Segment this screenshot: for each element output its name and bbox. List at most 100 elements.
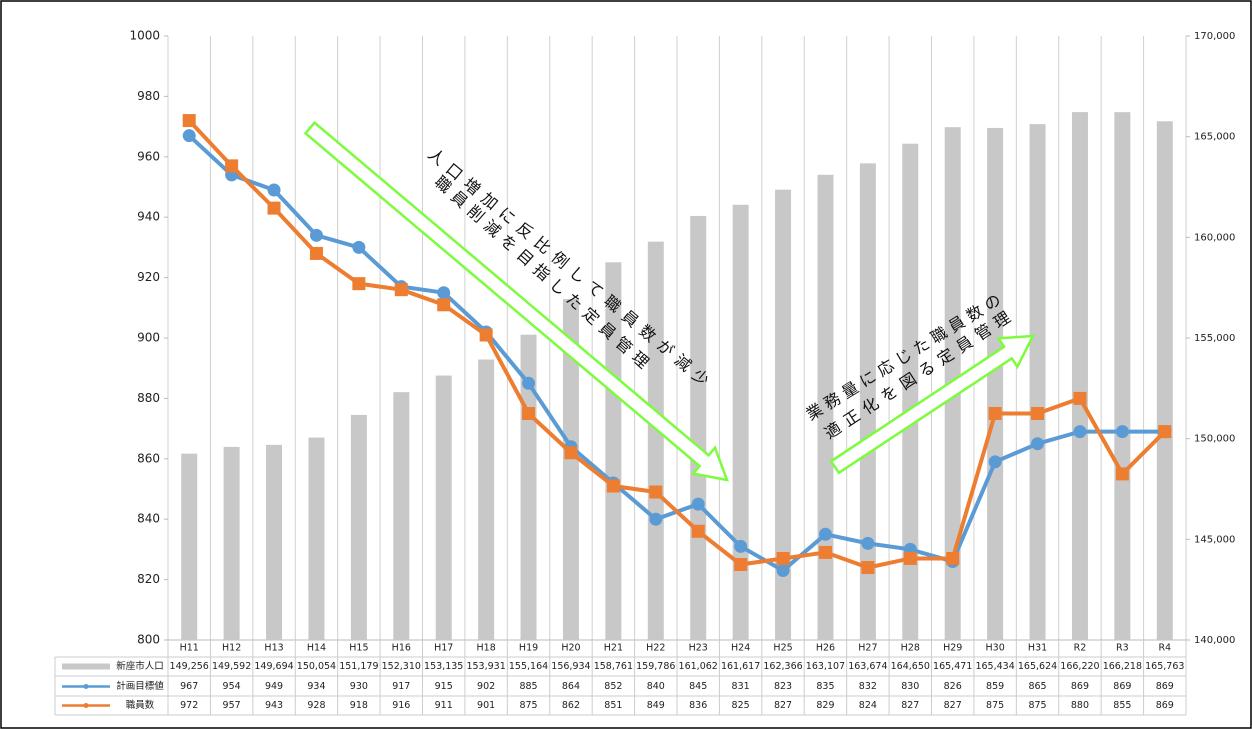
legend-swatch — [83, 684, 89, 689]
marker — [479, 328, 493, 342]
table-cell: 151,179 — [339, 661, 378, 672]
arrow — [829, 334, 1036, 475]
x-tick-label: H12 — [222, 643, 241, 654]
marker — [352, 277, 366, 291]
bar — [478, 359, 495, 640]
bar — [647, 241, 664, 641]
x-tick-label: H27 — [858, 643, 877, 654]
table-cell: 166,220 — [1060, 661, 1099, 672]
table-cell: 150,054 — [297, 661, 336, 672]
table-cell: 156,934 — [551, 661, 590, 672]
legend-swatch — [83, 703, 89, 708]
table-cell: 165,434 — [975, 661, 1014, 672]
table-cell: 826 — [944, 681, 962, 692]
table-cell: 827 — [774, 700, 792, 711]
legend-label: 計画目標値 — [116, 680, 164, 692]
table-cell: 158,761 — [594, 661, 633, 672]
y-tick-label: 880 — [137, 391, 160, 405]
table-cell: 911 — [435, 700, 453, 711]
table-cell: 869 — [1156, 681, 1174, 692]
x-tick-label: R4 — [1158, 643, 1171, 654]
marker — [182, 114, 196, 128]
bar — [859, 163, 876, 640]
marker — [861, 536, 875, 550]
table-cell: 827 — [944, 700, 962, 711]
table-cell: 967 — [180, 681, 198, 692]
table-cell: 825 — [732, 700, 750, 711]
table-cell: 916 — [392, 700, 410, 711]
table-cell: 934 — [307, 681, 325, 692]
bar — [223, 446, 240, 640]
table-cell: 918 — [350, 700, 368, 711]
x-tick-label: H20 — [561, 643, 580, 654]
table-cell: 862 — [562, 700, 580, 711]
table-cell: 161,062 — [679, 661, 718, 672]
legend-label: 新座市人口 — [116, 660, 164, 672]
marker — [649, 512, 663, 526]
table-cell: 165,471 — [933, 661, 972, 672]
y2-tick-label: 140,000 — [1194, 635, 1235, 646]
table-cell: 901 — [477, 700, 495, 711]
bar — [1071, 112, 1088, 640]
x-tick-label: H29 — [943, 643, 962, 654]
marker — [1115, 467, 1129, 481]
table-cell: 153,931 — [466, 661, 505, 672]
table-cell: 943 — [265, 700, 283, 711]
marker — [776, 551, 790, 565]
marker — [522, 407, 536, 420]
y-tick-label: 1000 — [129, 29, 160, 43]
marker — [946, 551, 960, 565]
marker — [267, 201, 281, 215]
table-cell: 163,674 — [848, 661, 887, 672]
table-cell: 902 — [477, 681, 495, 692]
table-cell: 835 — [816, 681, 834, 692]
y2-tick-label: 165,000 — [1194, 132, 1235, 143]
y-tick-label: 900 — [137, 331, 160, 345]
marker — [182, 129, 196, 143]
marker — [225, 159, 239, 173]
bar — [1156, 121, 1173, 640]
table-cell: 152,310 — [382, 661, 421, 672]
table-cell: 163,107 — [806, 661, 845, 672]
table-cell: 869 — [1071, 681, 1089, 692]
table-cell: 165,624 — [1018, 661, 1057, 672]
table-cell: 165,763 — [1145, 661, 1184, 672]
marker — [522, 376, 536, 390]
x-tick-label: H11 — [180, 643, 199, 654]
table-cell: 869 — [1113, 681, 1131, 692]
marker — [309, 228, 323, 242]
table-cell: 859 — [986, 681, 1004, 692]
table-cell: 875 — [1028, 700, 1046, 711]
table-cell: 865 — [1028, 681, 1046, 692]
y2-tick-label: 170,000 — [1194, 31, 1235, 42]
bar — [605, 262, 622, 640]
marker — [649, 485, 663, 499]
marker — [818, 527, 832, 541]
marker — [606, 479, 620, 493]
table-cell: 832 — [859, 681, 877, 692]
marker — [1158, 425, 1172, 439]
table-cell: 149,256 — [170, 661, 209, 672]
x-tick-label: H17 — [434, 643, 453, 654]
marker — [734, 539, 748, 553]
y-tick-label: 940 — [137, 210, 160, 224]
marker — [1073, 425, 1087, 439]
table-cell: 823 — [774, 681, 792, 692]
marker — [1073, 391, 1087, 405]
y-tick-label: 960 — [137, 149, 160, 163]
table-cell: 831 — [732, 681, 750, 692]
marker — [861, 561, 875, 575]
table-cell: 851 — [604, 700, 622, 711]
table-cell: 840 — [647, 681, 665, 692]
x-tick-label: H16 — [392, 643, 411, 654]
table-cell: 849 — [647, 700, 665, 711]
bar — [690, 215, 707, 641]
marker — [437, 286, 451, 300]
bar — [1114, 112, 1131, 640]
table-cell: 972 — [180, 700, 198, 711]
x-tick-label: H31 — [1028, 643, 1047, 654]
marker — [309, 246, 323, 260]
table-cell: 885 — [519, 681, 537, 692]
marker — [267, 183, 281, 197]
table-cell: 161,617 — [721, 661, 760, 672]
